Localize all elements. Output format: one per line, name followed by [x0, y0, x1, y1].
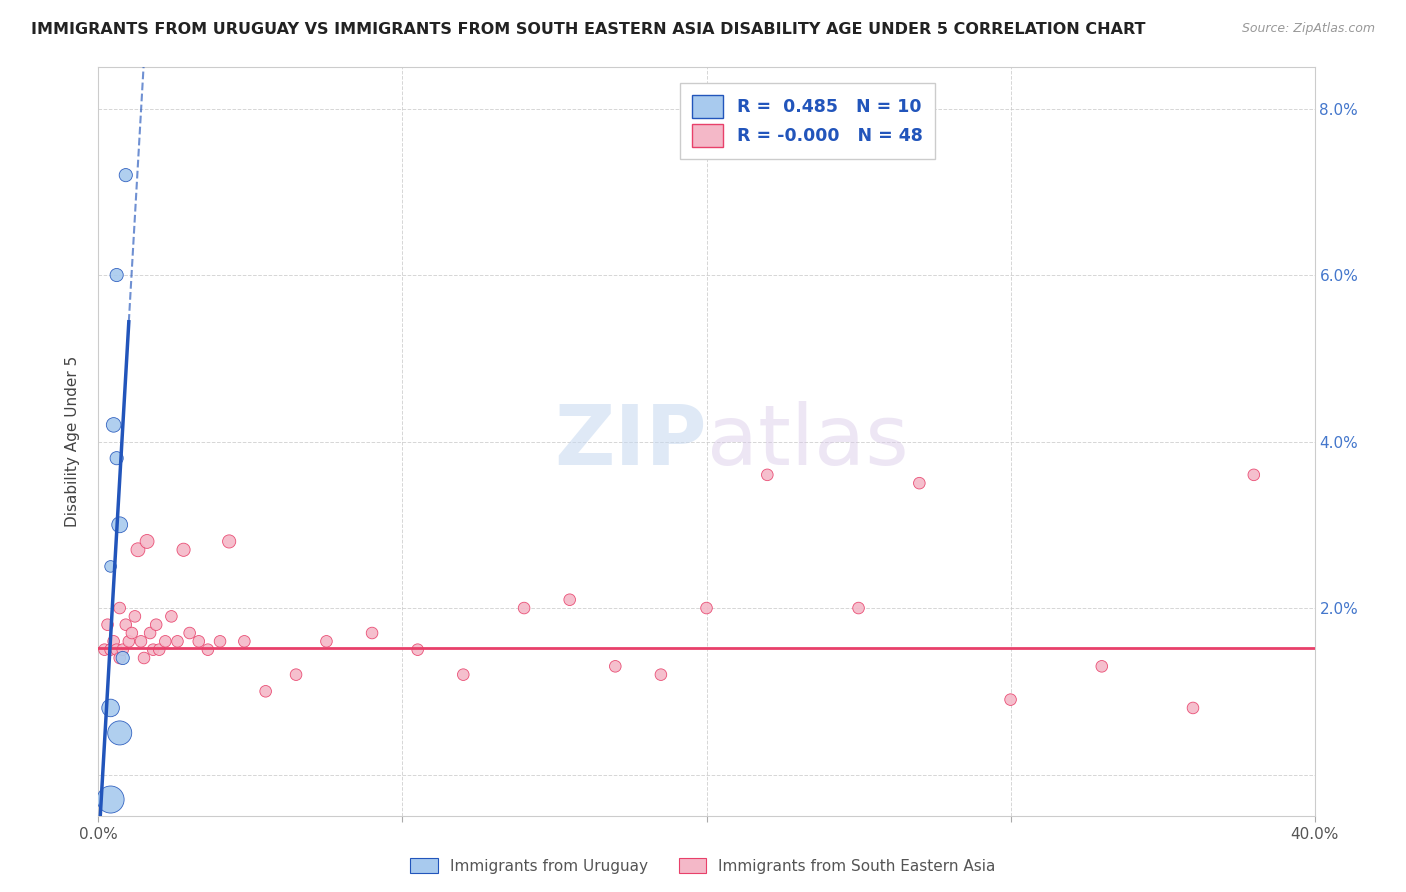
- Point: [605, 659, 627, 673]
- Point: [179, 626, 201, 640]
- Point: [160, 609, 183, 624]
- Point: [136, 534, 159, 549]
- Point: [96, 617, 118, 632]
- Text: ZIP: ZIP: [554, 401, 707, 482]
- Point: [127, 542, 149, 557]
- Point: [103, 417, 125, 432]
- Text: IMMIGRANTS FROM URUGUAY VS IMMIGRANTS FROM SOUTH EASTERN ASIA DISABILITY AGE UND: IMMIGRANTS FROM URUGUAY VS IMMIGRANTS FR…: [31, 22, 1146, 37]
- Point: [111, 651, 134, 665]
- Point: [1000, 692, 1022, 706]
- Point: [142, 642, 165, 657]
- Point: [650, 667, 672, 681]
- Point: [696, 601, 718, 615]
- Point: [100, 559, 122, 574]
- Point: [105, 268, 128, 282]
- Point: [108, 651, 131, 665]
- Point: [361, 626, 384, 640]
- Point: [1182, 701, 1205, 715]
- Point: [166, 634, 188, 648]
- Point: [105, 642, 128, 657]
- Point: [756, 467, 779, 482]
- Point: [233, 634, 256, 648]
- Point: [114, 617, 136, 632]
- Point: [315, 634, 337, 648]
- Point: [1091, 659, 1114, 673]
- Legend: Immigrants from Uruguay, Immigrants from South Eastern Asia: Immigrants from Uruguay, Immigrants from…: [404, 852, 1002, 880]
- Point: [209, 634, 232, 648]
- Point: [406, 642, 429, 657]
- Text: atlas: atlas: [707, 401, 908, 482]
- Point: [100, 792, 122, 806]
- Point: [513, 601, 536, 615]
- Point: [453, 667, 475, 681]
- Point: [129, 634, 152, 648]
- Y-axis label: Disability Age Under 5: Disability Age Under 5: [65, 356, 80, 527]
- Point: [139, 626, 162, 640]
- Point: [155, 634, 177, 648]
- Point: [908, 476, 931, 491]
- Point: [108, 726, 131, 740]
- Point: [93, 642, 115, 657]
- Point: [124, 609, 146, 624]
- Point: [148, 642, 170, 657]
- Point: [132, 651, 155, 665]
- Point: [118, 634, 141, 648]
- Point: [1243, 467, 1265, 482]
- Point: [100, 642, 122, 657]
- Point: [197, 642, 219, 657]
- Point: [108, 601, 131, 615]
- Point: [105, 451, 128, 466]
- Text: Source: ZipAtlas.com: Source: ZipAtlas.com: [1241, 22, 1375, 36]
- Point: [121, 626, 143, 640]
- Point: [848, 601, 870, 615]
- Point: [285, 667, 308, 681]
- Point: [254, 684, 277, 698]
- Point: [145, 617, 167, 632]
- Point: [100, 701, 122, 715]
- Point: [218, 534, 240, 549]
- Point: [111, 642, 134, 657]
- Point: [108, 517, 131, 532]
- Legend: R =  0.485   N = 10, R = -0.000   N = 48: R = 0.485 N = 10, R = -0.000 N = 48: [679, 83, 935, 159]
- Point: [114, 168, 136, 182]
- Point: [173, 542, 195, 557]
- Point: [558, 592, 581, 607]
- Point: [103, 634, 125, 648]
- Point: [187, 634, 209, 648]
